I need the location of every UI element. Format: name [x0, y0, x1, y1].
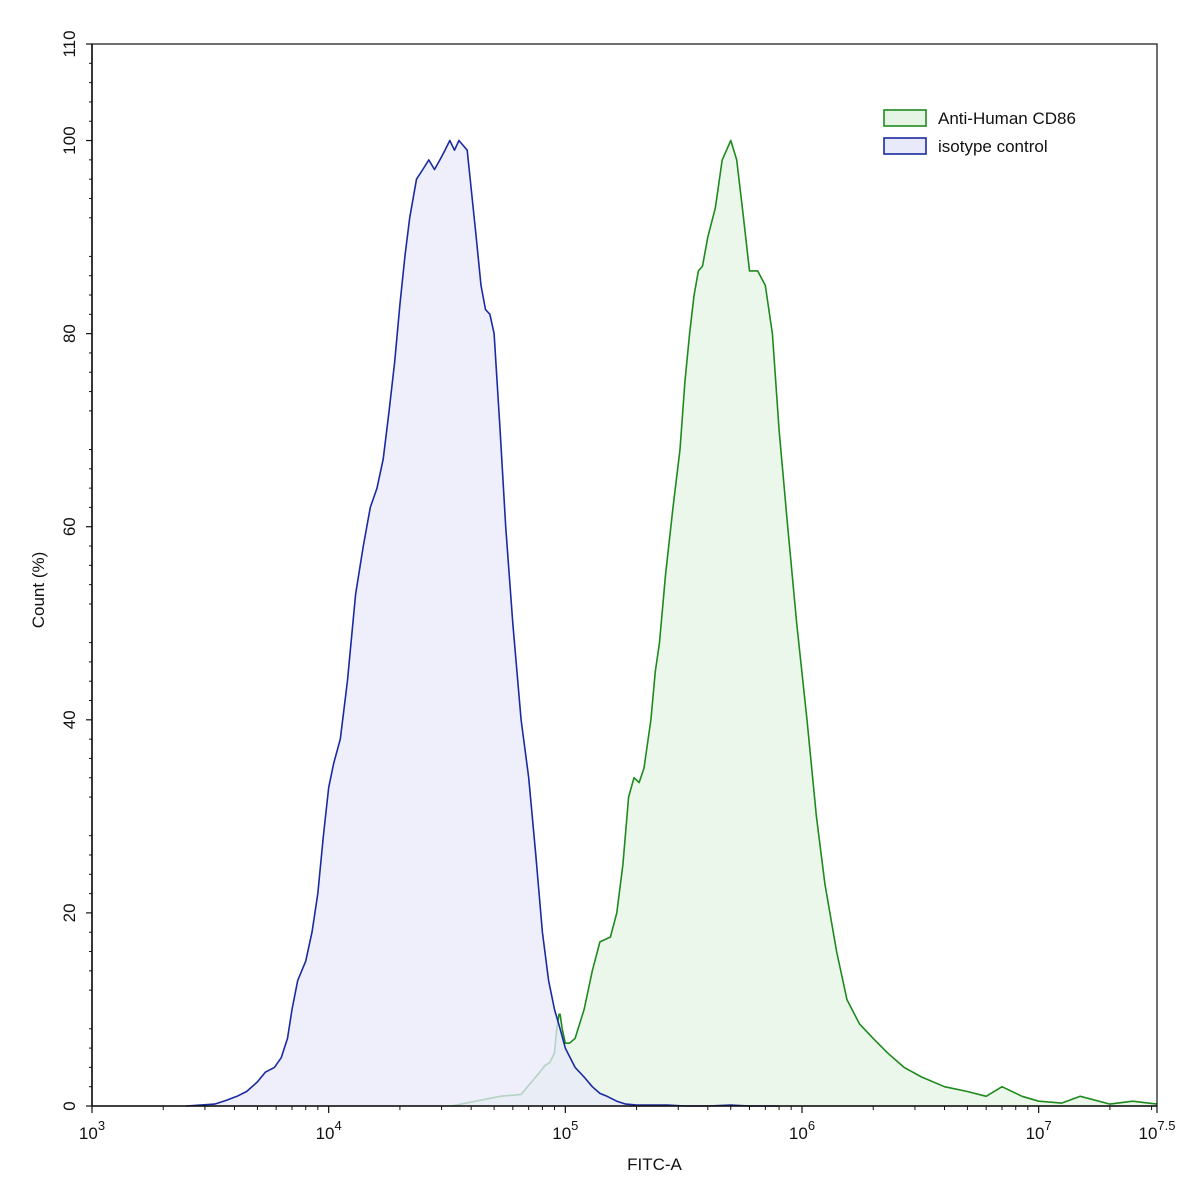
x-tick-label-5: 107.5: [1139, 1118, 1176, 1143]
legend-label-0: Anti-Human CD86: [938, 109, 1076, 128]
x-axis-title: FITC-A: [627, 1155, 682, 1174]
legend-swatch-0: [883, 109, 927, 127]
x-tick-label-0: 103: [79, 1118, 105, 1143]
y-tick-label-6: 110: [60, 30, 79, 57]
y-tick-label-3: 60: [60, 517, 79, 536]
y-axis-title: Count (%): [29, 552, 48, 629]
legend-label-1: isotype control: [938, 137, 1048, 156]
series-layer: [186, 139, 1158, 1107]
legend-swatch-1: [883, 137, 927, 155]
series-line-0: [451, 139, 1158, 1107]
x-tick-label-2: 105: [552, 1118, 578, 1143]
x-tick-label-3: 106: [789, 1118, 815, 1143]
y-tick-label-2: 40: [60, 710, 79, 729]
axes-layer: 0 20 40 60 80 100 110 103 104 105 106 107 107.5: [60, 30, 1176, 1143]
series-line-1: [186, 139, 780, 1107]
series-fill-1: [186, 140, 780, 1106]
x-tick-label-4: 107: [1026, 1118, 1052, 1143]
y-tick-label-1: 20: [60, 903, 79, 922]
y-tick-label-0: 0: [60, 1101, 79, 1110]
series-fill-0: [451, 140, 1157, 1106]
legend: Anti-Human CD86 isotype control: [883, 109, 1076, 156]
x-tick-label-1: 104: [316, 1118, 342, 1143]
y-tick-label-4: 80: [60, 324, 79, 343]
y-tick-label-5: 100: [60, 126, 79, 154]
